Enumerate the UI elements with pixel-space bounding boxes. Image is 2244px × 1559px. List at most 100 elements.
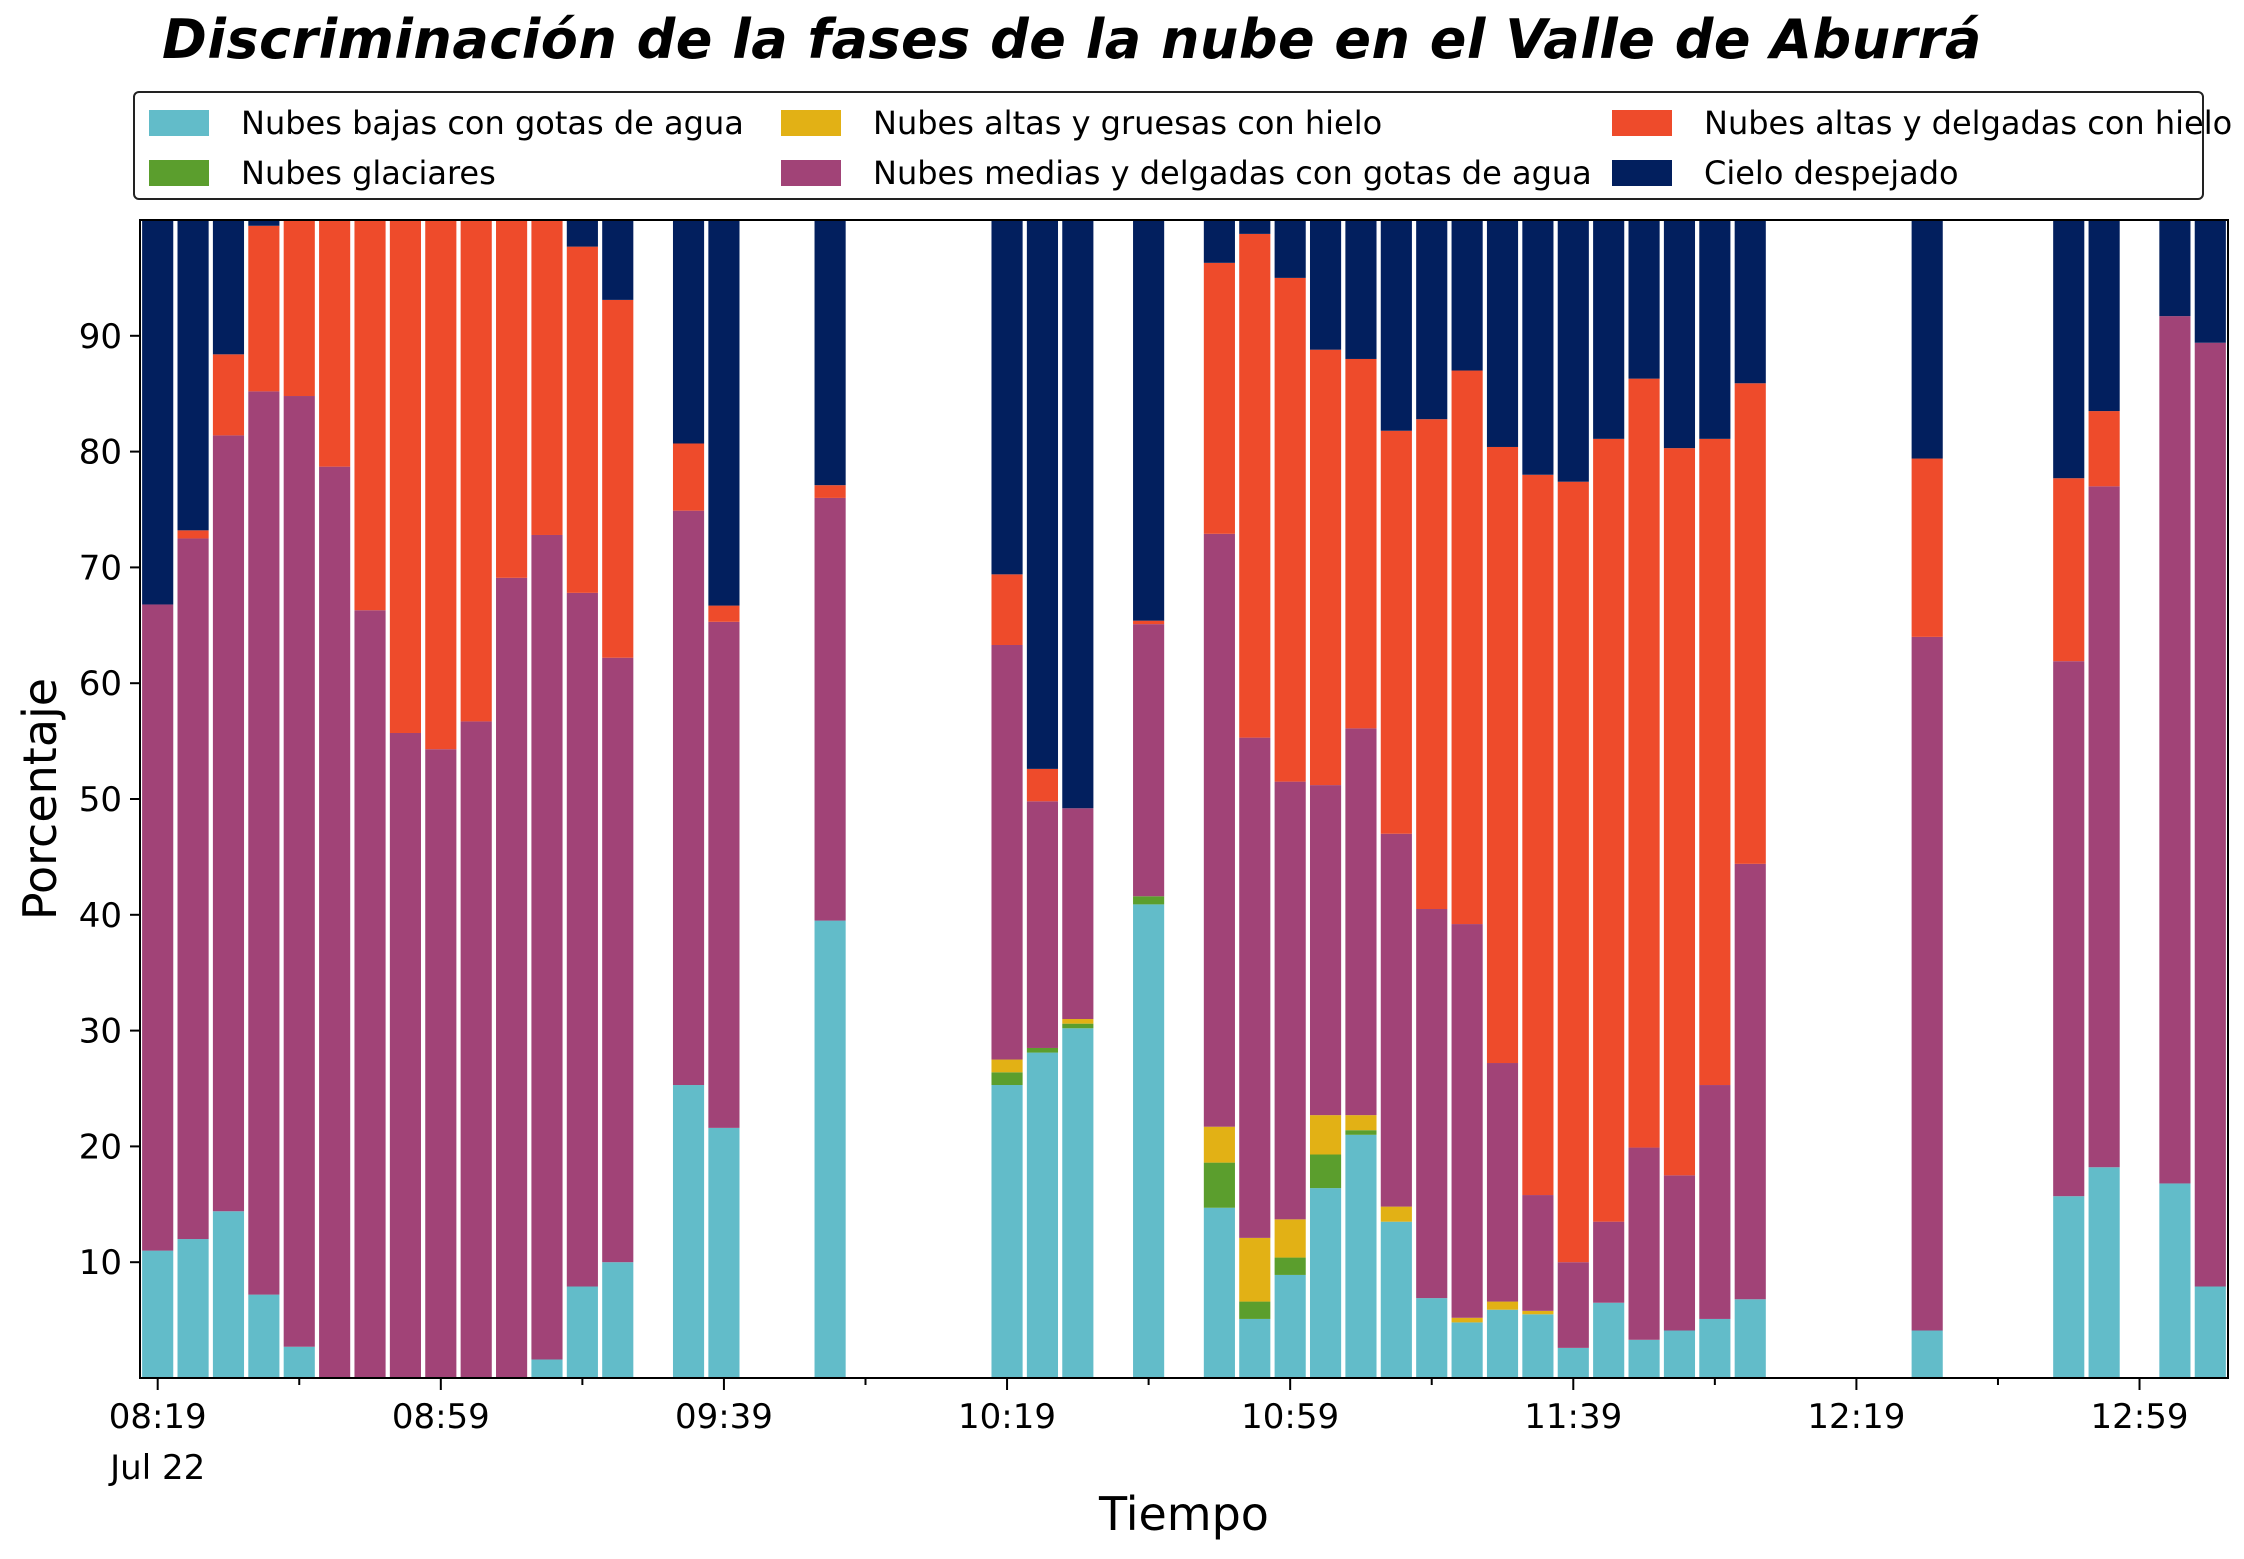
- bar-segment-36-4: [1734, 383, 1766, 864]
- bar-segment-9-4: [460, 220, 492, 722]
- bar-segment-1-5: [177, 220, 209, 531]
- bar-segment-13-4: [602, 299, 634, 658]
- x-tick-label: 12:59: [2091, 1397, 2189, 1437]
- bar-segment-18-1: [1026, 1047, 1059, 1053]
- bar-segment-23-4: [1274, 277, 1306, 782]
- bar-segment-37-3: [1911, 636, 1943, 1331]
- legend-swatch: [149, 110, 209, 136]
- bar-segment-1-0: [177, 1239, 209, 1378]
- bar-segment-36-0: [1734, 1299, 1766, 1378]
- legend-swatch: [1612, 160, 1672, 186]
- bar-segment-38-4: [2053, 478, 2085, 662]
- y-tick-label: 20: [79, 1127, 122, 1167]
- bar-segment-12-3: [566, 592, 598, 1287]
- chart-title: Discriminación de la fases de la nube en…: [162, 8, 1982, 71]
- bar-segment-21-3: [1203, 533, 1235, 1127]
- bar-segment-24-5: [1309, 220, 1342, 350]
- bar-segment-3-0: [248, 1294, 280, 1378]
- bar-segment-38-0: [2053, 1196, 2085, 1378]
- bar-segment-0-5: [142, 220, 174, 605]
- legend-item-nubes-medias: Nubes medias y delgadas con gotas de agu…: [781, 153, 1592, 193]
- bar-segment-23-5: [1274, 220, 1306, 278]
- bar-segment-36-3: [1734, 863, 1766, 1300]
- bar-segment-18-4: [1026, 768, 1059, 802]
- bar-segment-3-3: [248, 391, 280, 1295]
- bar-segment-38-3: [2053, 661, 2085, 1197]
- bar-segment-19-5: [1062, 220, 1094, 809]
- bar-segment-28-5: [1451, 220, 1483, 371]
- bar-segment-11-4: [531, 220, 563, 535]
- bar-segment-8-3: [425, 749, 457, 1378]
- bar-segment-10-4: [496, 220, 528, 578]
- bar-segment-39-4: [2088, 411, 2120, 487]
- y-tick-label: 30: [79, 1012, 122, 1052]
- x-axis-date-label: Jul 22: [108, 1448, 205, 1488]
- y-tick-label: 60: [79, 664, 122, 704]
- bar-segment-35-5: [1699, 220, 1731, 439]
- x-tick-label: 10:59: [1241, 1397, 1339, 1437]
- legend-swatch: [1612, 110, 1672, 136]
- bar-segment-19-2: [1062, 1019, 1094, 1024]
- bar-segment-33-3: [1628, 1147, 1660, 1340]
- bar-segment-16-0: [814, 920, 846, 1378]
- bar-segment-25-4: [1345, 358, 1377, 729]
- bar-segment-40-3: [2159, 316, 2191, 1184]
- bar-segment-26-5: [1380, 220, 1412, 431]
- bar-segment-34-4: [1663, 448, 1696, 1176]
- bar-segment-9-3: [460, 721, 492, 1378]
- bar-segment-15-0: [708, 1127, 740, 1378]
- bar-segment-24-4: [1309, 349, 1342, 786]
- y-tick-label: 80: [79, 433, 122, 473]
- bar-segment-28-0: [1451, 1322, 1483, 1378]
- bar-segment-41-3: [2194, 342, 2226, 1287]
- x-tick-label: 08:19: [109, 1397, 207, 1437]
- bar-segment-12-5: [566, 220, 598, 247]
- bar-segment-20-1: [1133, 896, 1165, 905]
- bar-segment-37-5: [1911, 220, 1943, 459]
- bar-segment-35-3: [1699, 1085, 1731, 1319]
- legend-label: Nubes glaciares: [241, 154, 496, 192]
- bar-segment-6-4: [354, 220, 386, 611]
- bar-segment-15-4: [708, 605, 740, 622]
- bar-segment-37-4: [1911, 458, 1943, 637]
- bar-segment-5-4: [319, 220, 351, 467]
- bar-segment-6-3: [354, 610, 386, 1378]
- bar-segment-31-3: [1557, 1262, 1589, 1348]
- legend-item-nubes-glaciares: Nubes glaciares: [149, 153, 496, 193]
- y-tick-label: 10: [79, 1243, 122, 1283]
- bar-segment-30-2: [1522, 1310, 1554, 1315]
- x-tick-label: 09:39: [675, 1397, 773, 1437]
- bar-segment-40-0: [2159, 1183, 2191, 1378]
- bar-segment-29-3: [1486, 1063, 1519, 1302]
- bar-segment-16-3: [814, 497, 846, 921]
- bar-segment-28-2: [1451, 1317, 1483, 1323]
- bar-segment-30-5: [1522, 220, 1554, 475]
- bar-segment-41-0: [2194, 1286, 2226, 1378]
- bar-segment-7-4: [389, 220, 421, 733]
- bar-segment-11-0: [531, 1359, 563, 1378]
- legend-swatch: [781, 160, 841, 186]
- bar-segment-4-3: [283, 396, 315, 1347]
- bar-segment-4-0: [283, 1346, 315, 1378]
- bar-segment-36-5: [1734, 220, 1766, 384]
- bar-segment-34-3: [1663, 1175, 1696, 1331]
- bar-segment-3-4: [248, 225, 280, 392]
- bar-segment-32-4: [1593, 438, 1625, 1222]
- bar-segment-21-0: [1203, 1207, 1235, 1378]
- bar-segment-12-0: [566, 1286, 598, 1378]
- bar-segment-22-3: [1239, 737, 1271, 1238]
- x-tick-label: 12:19: [1807, 1397, 1905, 1437]
- bar-segment-28-3: [1451, 924, 1483, 1318]
- bar-segment-35-0: [1699, 1318, 1731, 1378]
- bar-segment-13-0: [602, 1262, 634, 1378]
- bar-segment-19-0: [1062, 1028, 1094, 1378]
- bar-segment-7-3: [389, 732, 421, 1378]
- legend-item-nubes-bajas: Nubes bajas con gotas de agua: [149, 103, 744, 143]
- bar-segment-10-3: [496, 577, 528, 1378]
- legend: Nubes bajas con gotas de agua Nubes glac…: [133, 91, 2232, 200]
- bar-segment-28-4: [1451, 370, 1483, 925]
- bar-segment-21-4: [1203, 262, 1235, 534]
- bar-segment-23-0: [1274, 1274, 1306, 1378]
- bar-segment-34-5: [1663, 220, 1696, 449]
- bar-segment-27-0: [1416, 1298, 1448, 1378]
